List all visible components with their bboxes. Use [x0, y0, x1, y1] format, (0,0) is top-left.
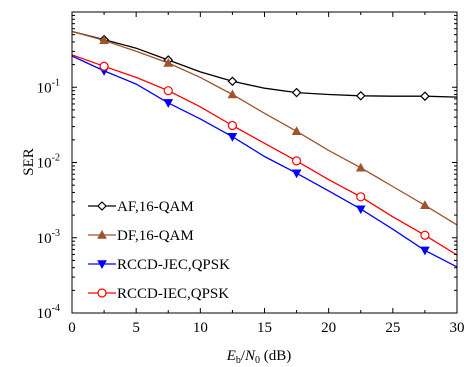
data-point [356, 192, 366, 202]
data-point [99, 61, 109, 71]
legend-label: DF,16-QAM [117, 228, 194, 244]
x-axis-title-e: E [226, 348, 236, 364]
x-tick-label: 10 [193, 320, 208, 336]
x-tick-label: 20 [321, 320, 336, 336]
series-line [71, 54, 458, 256]
legend-marker [97, 201, 107, 211]
legend-label: AF,16-QAM [117, 199, 194, 215]
x-tick-label: 5 [132, 320, 140, 336]
legend-entry: RCCD-IEC,QPSK [88, 286, 229, 302]
series-group [71, 30, 458, 102]
x-axis-title-sub-b: b [236, 355, 241, 366]
series-line [71, 30, 458, 226]
y-tick-label: 10-2 [37, 153, 60, 172]
series-layer [71, 30, 458, 268]
y-tick-label: 10-3 [37, 228, 60, 247]
x-tick-label: 15 [257, 320, 272, 336]
data-point [163, 57, 174, 67]
x-axis-title-n: N [244, 348, 256, 364]
y-tick-label: 10-4 [37, 303, 60, 322]
x-tick-label: 25 [385, 320, 400, 336]
data-point [227, 76, 238, 87]
legend-entry: RCCD-JEC,QPSK [88, 257, 230, 273]
data-point [355, 162, 366, 172]
legend-label: RCCD-JEC,QPSK [117, 257, 230, 273]
data-point [291, 169, 302, 179]
x-axis-title-slash: / [241, 348, 246, 364]
data-point [291, 126, 302, 135]
data-point [99, 35, 109, 45]
data-point [163, 86, 173, 96]
x-tick-label: 30 [450, 320, 464, 336]
data-point [355, 205, 366, 215]
data-point [420, 91, 430, 102]
data-point [227, 120, 238, 131]
x-axis-title-unit: (dB) [260, 348, 291, 364]
series-line [71, 55, 458, 268]
data-point [420, 230, 430, 240]
legend-marker [97, 260, 107, 270]
y-tick-label: 10-1 [37, 77, 60, 96]
data-point [291, 156, 302, 166]
legend: AF,16-QAM DF,16-QAM RCCD-JEC,QPSK RCCD-IEC,… [88, 199, 230, 302]
legend-marker [97, 288, 107, 298]
legend-entry: DF,16-QAM [88, 228, 194, 244]
series-line [71, 30, 458, 98]
series-group [71, 55, 458, 268]
data-point [227, 89, 238, 99]
data-point [355, 90, 366, 101]
x-axis-title-sub-0: 0 [255, 355, 260, 366]
series-group [71, 30, 458, 226]
data-point [420, 246, 430, 256]
data-point [227, 133, 238, 142]
data-point [291, 87, 302, 98]
data-point [163, 99, 174, 108]
data-point [420, 200, 430, 209]
axes-layer: 0 5 10 15 20 25 30 10-4 10-3 10-2 10-1 [37, 11, 464, 336]
legend-entry: AF,16-QAM [88, 199, 194, 215]
x-tick-label: 0 [68, 320, 76, 336]
legend-marker [97, 229, 107, 239]
x-axis-title: Eb/N0 (dB) [226, 348, 292, 366]
y-axis-title: SER [21, 148, 37, 176]
series-group [71, 54, 458, 256]
legend-label: RCCD-IEC,QPSK [117, 286, 229, 302]
